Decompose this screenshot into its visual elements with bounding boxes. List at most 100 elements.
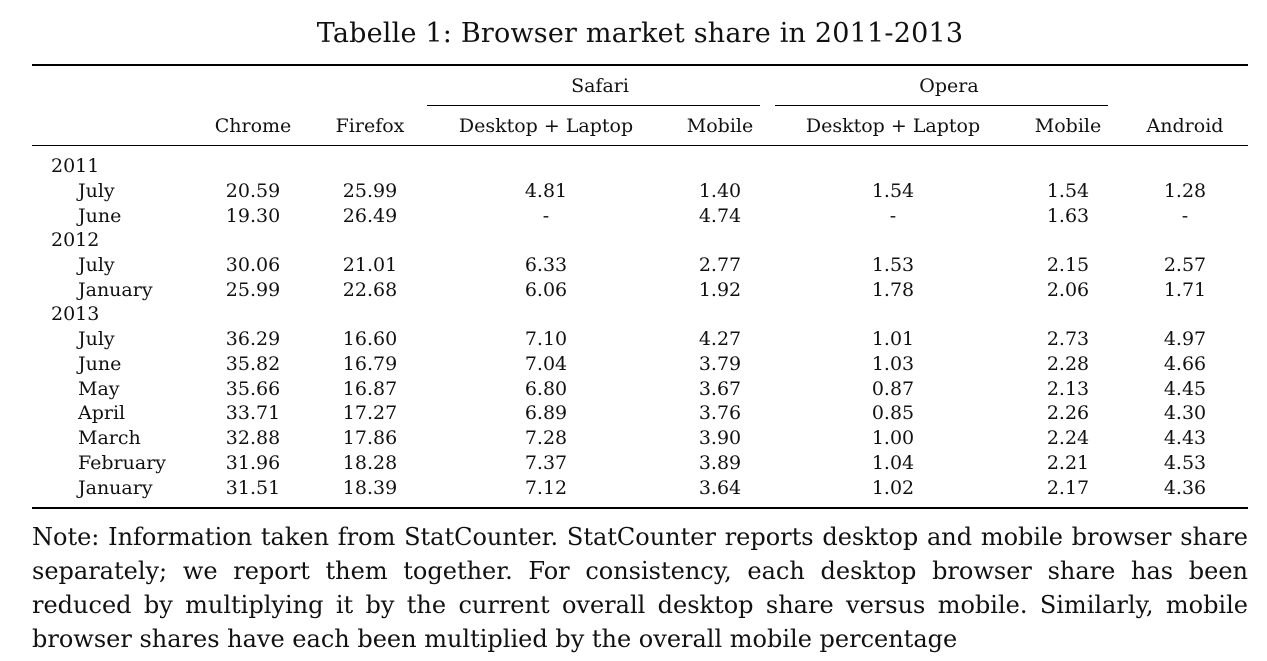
table-cell: 33.71 bbox=[225, 402, 281, 424]
opera-cmidrule bbox=[775, 105, 1108, 106]
table-cell: 22.68 bbox=[342, 279, 398, 301]
row-label: February bbox=[78, 452, 167, 474]
table-cell: 1.02 bbox=[871, 477, 915, 499]
table-cell: 2.26 bbox=[1046, 402, 1090, 424]
table-cell: 19.30 bbox=[225, 205, 281, 227]
table-cell: 4.27 bbox=[698, 328, 742, 350]
table-cell: 1.03 bbox=[871, 353, 915, 375]
table-cell: 4.74 bbox=[698, 205, 742, 227]
table-cell: 2.57 bbox=[1163, 254, 1207, 276]
row-label: June bbox=[78, 353, 122, 375]
table-cell: 2.21 bbox=[1046, 452, 1090, 474]
table-cell: 2.13 bbox=[1046, 378, 1090, 400]
table-cell: 32.88 bbox=[225, 427, 281, 449]
table-cell: 7.37 bbox=[524, 452, 568, 474]
bottom-rule bbox=[32, 507, 1248, 509]
table-cell: 26.49 bbox=[342, 205, 398, 227]
table-cell: 0.87 bbox=[871, 378, 915, 400]
table-cell: 3.64 bbox=[698, 477, 742, 499]
table-cell: 25.99 bbox=[225, 279, 281, 301]
table-cell: 2.15 bbox=[1046, 254, 1090, 276]
year-label-2013: 2013 bbox=[51, 303, 100, 325]
row-label: March bbox=[78, 427, 141, 449]
table-cell: 4.36 bbox=[1163, 477, 1207, 499]
year-label-2011: 2011 bbox=[51, 155, 100, 177]
table-cell: 18.39 bbox=[342, 477, 398, 499]
table-cell: 1.78 bbox=[871, 279, 915, 301]
row-label: January bbox=[78, 279, 153, 301]
table-cell: 7.04 bbox=[524, 353, 568, 375]
table-caption: Tabelle 1: Browser market share in 2011-… bbox=[316, 18, 964, 49]
table-cell: 6.89 bbox=[524, 402, 568, 424]
table-cell: - bbox=[1181, 205, 1189, 227]
table-cell: 18.28 bbox=[342, 452, 398, 474]
table-note: Note: Information taken from StatCounter… bbox=[32, 523, 1248, 653]
row-label: July bbox=[78, 254, 115, 276]
header-rule bbox=[32, 145, 1248, 146]
top-rule bbox=[32, 64, 1248, 66]
table-cell: 3.79 bbox=[698, 353, 742, 375]
table-cell: 31.96 bbox=[225, 452, 281, 474]
table-cell: 1.71 bbox=[1163, 279, 1207, 301]
row-label: April bbox=[78, 402, 126, 424]
row-label: June bbox=[78, 205, 122, 227]
table-cell: 2.73 bbox=[1046, 328, 1090, 350]
table-cell: 1.01 bbox=[871, 328, 915, 350]
table-cell: 4.30 bbox=[1163, 402, 1207, 424]
table-cell: 3.89 bbox=[698, 452, 742, 474]
table-cell: 4.53 bbox=[1163, 452, 1207, 474]
table-cell: 3.76 bbox=[698, 402, 742, 424]
table-cell: 7.12 bbox=[524, 477, 568, 499]
table-cell: 2.77 bbox=[698, 254, 742, 276]
col-header-safari-mobile: Mobile bbox=[686, 115, 754, 137]
table-cell: 1.00 bbox=[871, 427, 915, 449]
table-cell: 4.97 bbox=[1163, 328, 1207, 350]
table-cell: 2.17 bbox=[1046, 477, 1090, 499]
table-cell: 1.54 bbox=[871, 180, 915, 202]
row-label: January bbox=[78, 477, 153, 499]
table-cell: 30.06 bbox=[225, 254, 281, 276]
table-cell: 6.06 bbox=[524, 279, 568, 301]
group-header-safari: Safari bbox=[571, 75, 629, 97]
table-cell: 2.28 bbox=[1046, 353, 1090, 375]
table-cell: 4.43 bbox=[1163, 427, 1207, 449]
table-cell: 1.40 bbox=[698, 180, 742, 202]
table-cell: 4.66 bbox=[1163, 353, 1207, 375]
col-header-safari-desktop: Desktop + Laptop bbox=[458, 115, 634, 137]
table-cell: - bbox=[889, 205, 897, 227]
table-cell: 21.01 bbox=[342, 254, 398, 276]
table-cell: 16.87 bbox=[342, 378, 398, 400]
table-cell: 0.85 bbox=[871, 402, 915, 424]
table-cell: 16.60 bbox=[342, 328, 398, 350]
col-header-firefox: Firefox bbox=[335, 115, 405, 137]
table-cell: 4.81 bbox=[524, 180, 568, 202]
col-header-opera-mobile: Mobile bbox=[1034, 115, 1102, 137]
table-cell: 1.04 bbox=[871, 452, 915, 474]
table-cell: 2.24 bbox=[1046, 427, 1090, 449]
col-header-chrome: Chrome bbox=[214, 115, 292, 137]
col-header-android: Android bbox=[1146, 115, 1224, 137]
table-cell: 25.99 bbox=[342, 180, 398, 202]
table-cell: 6.33 bbox=[524, 254, 568, 276]
row-label: July bbox=[78, 180, 115, 202]
group-header-opera: Opera bbox=[919, 75, 979, 97]
table-cell: 16.79 bbox=[342, 353, 398, 375]
row-label: May bbox=[78, 378, 120, 400]
table-cell: 20.59 bbox=[225, 180, 281, 202]
year-label-2012: 2012 bbox=[51, 229, 100, 251]
table-cell: 1.54 bbox=[1046, 180, 1090, 202]
table-cell: 1.92 bbox=[698, 279, 742, 301]
table-cell: 6.80 bbox=[524, 378, 568, 400]
safari-cmidrule bbox=[427, 105, 760, 106]
table-cell: 1.28 bbox=[1163, 180, 1207, 202]
table-cell: 7.28 bbox=[524, 427, 568, 449]
table-cell: 1.63 bbox=[1046, 205, 1090, 227]
row-label: July bbox=[78, 328, 115, 350]
table-cell: 17.86 bbox=[342, 427, 398, 449]
table-cell: 3.67 bbox=[698, 378, 742, 400]
col-header-opera-desktop: Desktop + Laptop bbox=[805, 115, 981, 137]
table-cell: 7.10 bbox=[524, 328, 568, 350]
table-cell: 1.53 bbox=[871, 254, 915, 276]
table-cell: 2.06 bbox=[1046, 279, 1090, 301]
table-cell: 35.82 bbox=[225, 353, 281, 375]
